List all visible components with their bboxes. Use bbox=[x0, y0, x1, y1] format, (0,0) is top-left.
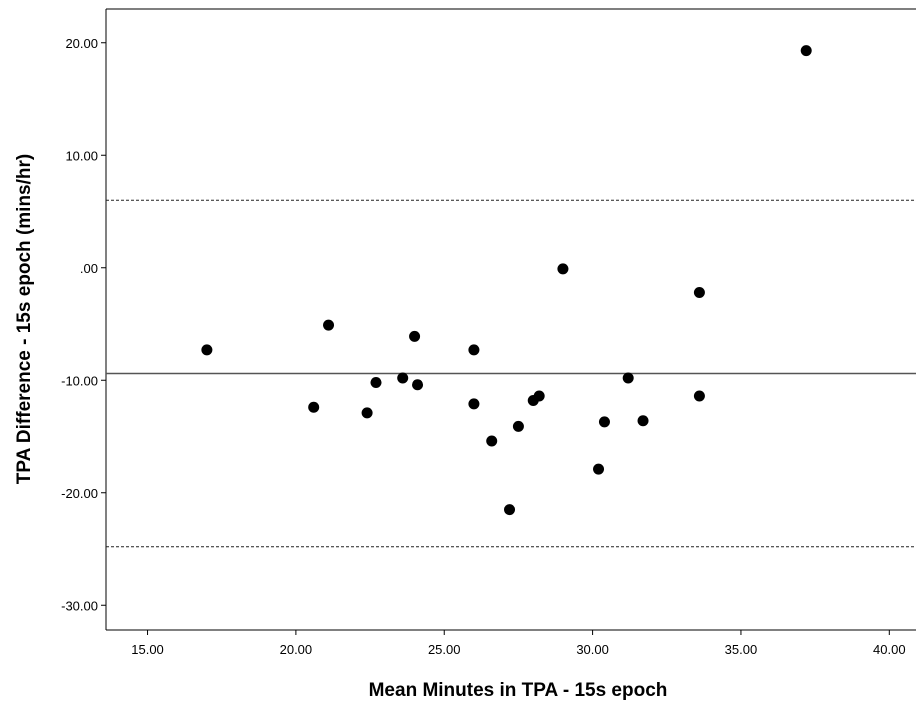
x-tick-label: 15.00 bbox=[131, 642, 164, 657]
y-axis-title: TPA Difference - 15s epoch (mins/hr) bbox=[14, 154, 35, 484]
plot-frame bbox=[105, 8, 916, 631]
data-point bbox=[468, 398, 480, 410]
y-tick-label: -20.00 bbox=[61, 486, 98, 501]
reference-lines bbox=[106, 199, 916, 548]
x-tick-label: 20.00 bbox=[280, 642, 313, 657]
y-tick-label: .00 bbox=[80, 261, 98, 276]
data-point bbox=[557, 263, 569, 275]
data-point bbox=[486, 435, 498, 447]
data-point bbox=[593, 463, 605, 475]
data-point bbox=[693, 287, 705, 298]
data-point bbox=[622, 372, 634, 384]
data-point bbox=[468, 344, 480, 356]
x-tick-label: 35.00 bbox=[725, 642, 758, 657]
data-point bbox=[361, 407, 373, 419]
data-point bbox=[397, 372, 409, 384]
y-tick-label: 10.00 bbox=[65, 148, 98, 163]
data-point bbox=[409, 330, 421, 342]
data-point bbox=[693, 390, 705, 402]
data-point bbox=[800, 45, 812, 57]
data-point bbox=[323, 319, 335, 331]
data-point bbox=[533, 390, 545, 402]
y-axis: 20.00 10.00 .00 -10.00 -20.00 -30.00 bbox=[61, 36, 106, 613]
data-point bbox=[504, 504, 516, 516]
x-tick-label: 40.00 bbox=[873, 642, 906, 657]
x-axis-title: Mean Minutes in TPA - 15s epoch bbox=[369, 680, 668, 701]
x-tick-label: 25.00 bbox=[428, 642, 461, 657]
x-tick-label: 30.00 bbox=[576, 642, 609, 657]
data-point bbox=[412, 379, 424, 391]
data-point bbox=[637, 415, 649, 427]
data-point bbox=[512, 420, 524, 432]
x-axis: 15.00 20.00 25.00 30.00 35.00 40.00 bbox=[131, 630, 906, 657]
y-tick-label: -10.00 bbox=[61, 373, 98, 388]
y-tick-label: -30.00 bbox=[61, 598, 98, 613]
data-point bbox=[370, 377, 382, 388]
data-point bbox=[308, 401, 320, 413]
data-points bbox=[201, 45, 812, 516]
y-tick-label: 20.00 bbox=[65, 36, 98, 51]
data-point bbox=[598, 416, 610, 428]
data-point bbox=[201, 344, 213, 356]
